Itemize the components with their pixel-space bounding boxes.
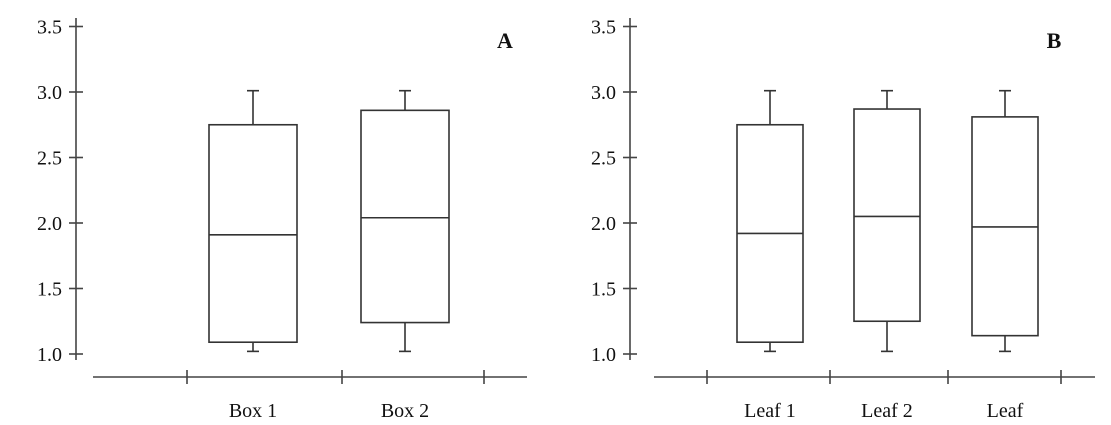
panel-a-box-2: [360, 89, 450, 353]
panel-a-y-tick-label: 3.5: [37, 17, 62, 39]
interquartile-box: [208, 123, 298, 344]
panel-b-box-1: [736, 89, 804, 353]
panel-b: 1.0 1.5 2.0 2.5 3.0 3.5 Leaf 1 Leaf 2 Leaf B: [591, 17, 1095, 422]
panel-b-box-2: [853, 89, 921, 353]
panel-b-category-label: Leaf 2: [861, 400, 913, 422]
panel-b-y-tick-label: 2.5: [591, 148, 616, 170]
panel-a-y-tick-label: 1.5: [37, 279, 62, 301]
panel-a-category-label: Box 2: [381, 400, 429, 422]
panel-a: 1.0 1.5 2.0 2.5 3.0 3.5 Box 1 Box 2 A: [37, 17, 527, 422]
panel-b-y-tick-label: 3.5: [591, 17, 616, 39]
panel-b-box-3: [971, 89, 1039, 353]
panel-a-y-tick-label: 3.0: [37, 82, 62, 104]
panel-a-y-tick-label: 2.5: [37, 148, 62, 170]
interquartile-box: [360, 109, 450, 324]
panel-a-label: A: [497, 28, 513, 53]
panel-b-category-label: Leaf 1: [744, 400, 796, 422]
panel-b-y-tick-label: 2.0: [591, 213, 616, 235]
panel-b-y-tick-label: 1.5: [591, 279, 616, 301]
panel-b-label: B: [1047, 28, 1062, 53]
panel-a-category-label: Box 1: [229, 400, 277, 422]
panel-a-box-1: [208, 89, 298, 353]
interquartile-box: [853, 108, 921, 323]
panel-a-y-tick-label: 2.0: [37, 213, 62, 235]
panel-b-category-label: Leaf: [987, 400, 1024, 422]
panel-b-y-tick-label: 3.0: [591, 82, 616, 104]
panel-a-y-tick-label: 1.0: [37, 344, 62, 366]
panel-b-y-tick-label: 1.0: [591, 344, 616, 366]
